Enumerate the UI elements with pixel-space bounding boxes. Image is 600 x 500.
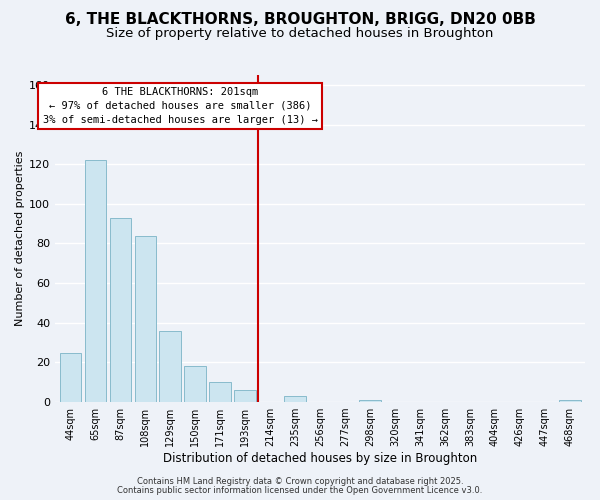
Bar xyxy=(110,218,131,402)
X-axis label: Distribution of detached houses by size in Broughton: Distribution of detached houses by size … xyxy=(163,452,477,465)
Text: Contains HM Land Registry data © Crown copyright and database right 2025.: Contains HM Land Registry data © Crown c… xyxy=(137,477,463,486)
Text: Contains public sector information licensed under the Open Government Licence v3: Contains public sector information licen… xyxy=(118,486,482,495)
Bar xyxy=(184,366,206,402)
Text: Size of property relative to detached houses in Broughton: Size of property relative to detached ho… xyxy=(106,28,494,40)
Bar xyxy=(85,160,106,402)
Bar xyxy=(559,400,581,402)
Bar xyxy=(235,390,256,402)
Y-axis label: Number of detached properties: Number of detached properties xyxy=(15,151,25,326)
Bar xyxy=(359,400,380,402)
Bar xyxy=(59,352,81,402)
Text: 6, THE BLACKTHORNS, BROUGHTON, BRIGG, DN20 0BB: 6, THE BLACKTHORNS, BROUGHTON, BRIGG, DN… xyxy=(65,12,535,28)
Text: 6 THE BLACKTHORNS: 201sqm
← 97% of detached houses are smaller (386)
3% of semi-: 6 THE BLACKTHORNS: 201sqm ← 97% of detac… xyxy=(43,87,317,125)
Bar xyxy=(160,330,181,402)
Bar xyxy=(209,382,231,402)
Bar xyxy=(134,236,156,402)
Bar xyxy=(284,396,306,402)
